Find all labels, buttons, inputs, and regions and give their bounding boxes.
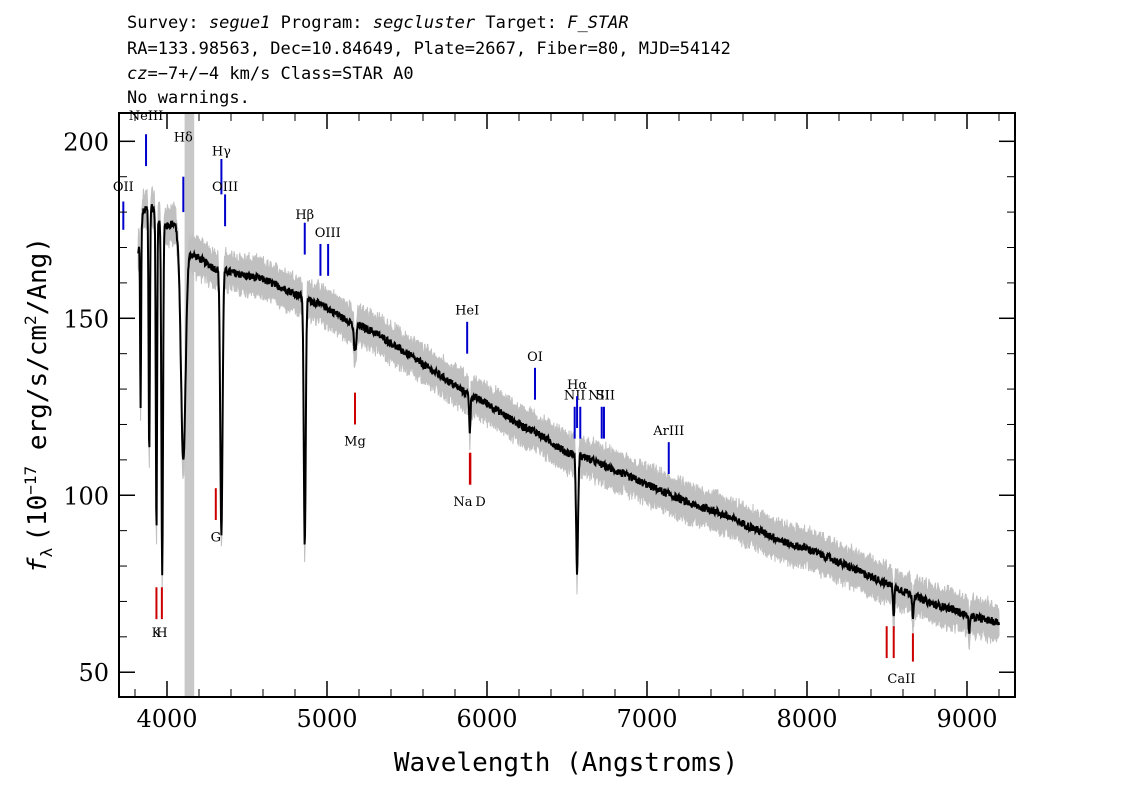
emission-line-label: OII	[113, 180, 134, 195]
absorption-line-label: D	[475, 495, 485, 510]
x-tick-label: 6000	[456, 705, 517, 733]
y-axis-label: fλ (10−17 erg/s/cm2/Ang)	[21, 237, 56, 573]
axes: 4000 5000 6000 7000 8000 9000 50 100 150 200	[63, 112, 1016, 733]
x-tick-label: 5000	[296, 705, 357, 733]
flux-spectrum-line	[137, 204, 1000, 634]
plot-frame	[118, 112, 1016, 698]
y-tick-label: 50	[78, 659, 109, 687]
header-line-1: Survey: segue1 Program: segcluster Targe…	[127, 13, 629, 33]
target-value: F_STAR	[567, 13, 628, 33]
survey-value: segue1	[209, 13, 270, 33]
absorption-line-label: H	[156, 626, 167, 641]
y-label-exp2: 2	[21, 315, 40, 325]
spectrum-line-group	[137, 204, 1000, 634]
y-label-c: /Ang)	[23, 237, 53, 315]
x-tick-label: 7000	[616, 705, 677, 733]
emission-line-label: Hδ	[174, 130, 193, 145]
target-label: Target:	[485, 13, 557, 33]
absorption-line-label: Na	[453, 495, 472, 510]
header-line-3: cz=−7+/−4 km/s Class=STAR A0	[127, 64, 414, 84]
y-label-sub: λ	[37, 547, 56, 557]
emission-line-label: Hα	[567, 378, 587, 393]
y-tick-label: 200	[63, 128, 109, 156]
header-line-2: RA=133.98563, Dec=10.84649, Plate=2667, …	[127, 39, 731, 59]
absorption-line-label: Mg	[344, 435, 366, 450]
emission-line-label: OIII	[315, 226, 341, 241]
cz-value: =−7+/−4	[147, 64, 219, 84]
masked-region	[184, 113, 195, 697]
emission-line-label: Hβ	[295, 208, 314, 223]
survey-label: Survey:	[127, 13, 199, 33]
y-label-exp1: −17	[21, 466, 40, 495]
y-label-a: (10	[23, 495, 53, 542]
error-band	[137, 185, 1000, 651]
emission-line-label: Hγ	[212, 144, 231, 159]
y-label-b: erg/s/cm	[23, 325, 53, 466]
program-label: Program:	[281, 13, 363, 33]
emission-line-label: HeI	[455, 304, 479, 319]
x-tick-label: 4000	[136, 705, 197, 733]
emission-line-label: OIII	[212, 180, 238, 195]
absorption-line-label: CaII	[887, 672, 915, 687]
emission-line-label: ArIII	[652, 424, 684, 439]
absorption-line-label: K	[152, 626, 162, 641]
emission-line-label: NII	[564, 389, 586, 404]
x-tick-label: 9000	[936, 705, 997, 733]
x-tick-label: 8000	[776, 705, 837, 733]
y-tick-label: 100	[63, 482, 109, 510]
y-tick-label: 150	[63, 305, 109, 333]
cz-label: cz	[127, 64, 147, 84]
absorption-line-label: G	[211, 530, 221, 545]
y-label-f: f	[23, 557, 53, 573]
emission-line-label: NeIII	[129, 109, 163, 124]
masked-region-band	[184, 113, 195, 697]
emission-line-label: NII	[588, 389, 610, 404]
cz-unit-class: km/s Class=STAR A0	[219, 64, 413, 84]
header-line-4: No warnings.	[127, 88, 250, 108]
emission-line-label: OI	[527, 350, 543, 365]
emission-line-label: SII	[596, 389, 615, 404]
x-axis-label: Wavelength (Angstroms)	[394, 748, 738, 778]
line-markers: OIINeIIIHδHγOIIIHβOIIIHeIOINIIHαNIISIIAr…	[113, 109, 916, 687]
flux-error-band	[137, 185, 1000, 651]
program-value: segcluster	[373, 13, 476, 33]
